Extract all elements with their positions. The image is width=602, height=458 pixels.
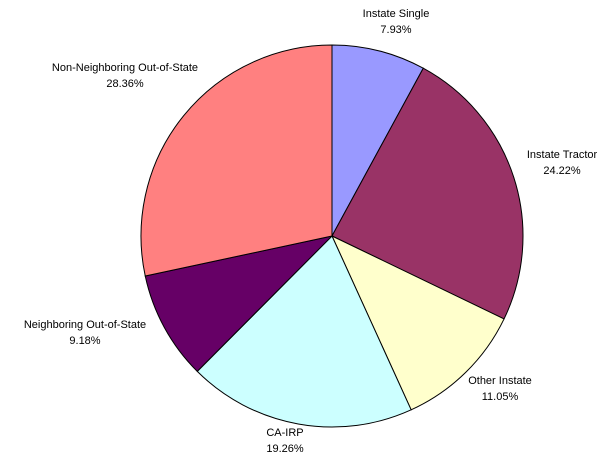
value-label: 24.22% (543, 165, 581, 177)
value-label: 9.18% (69, 335, 101, 347)
slice-label: Other Instate 11.05% (450, 373, 550, 405)
value-label: 19.26% (266, 443, 304, 455)
pie-slice (144, 235, 334, 373)
value-label: 7.93% (380, 24, 412, 36)
category-label: CA-IRP (266, 427, 304, 439)
category-label: Instate Tractor (526, 149, 598, 161)
category-label: Instate Single (362, 8, 430, 20)
value-label: 11.05% (481, 391, 519, 403)
slice-label: CA-IRP 19.26% (235, 425, 335, 457)
value-label: 28.36% (106, 78, 144, 90)
slice-label: Non-Neighboring Out-of-State 28.36% (50, 60, 200, 92)
slice-label: Instate Tractor 24.22% (512, 147, 602, 179)
pie-slice (331, 67, 524, 320)
category-label: Non-Neighboring Out-of-State (51, 62, 199, 74)
pie-slice (140, 44, 333, 277)
slice-label: Neighboring Out-of-State 9.18% (5, 317, 165, 349)
pie-slice (330, 234, 505, 411)
pie-slice (331, 44, 424, 237)
category-label: Neighboring Out-of-State (23, 319, 147, 331)
category-label: Other Instate (468, 375, 532, 387)
pie-slice (196, 235, 412, 428)
slice-label: Instate Single 7.93% (336, 6, 456, 38)
